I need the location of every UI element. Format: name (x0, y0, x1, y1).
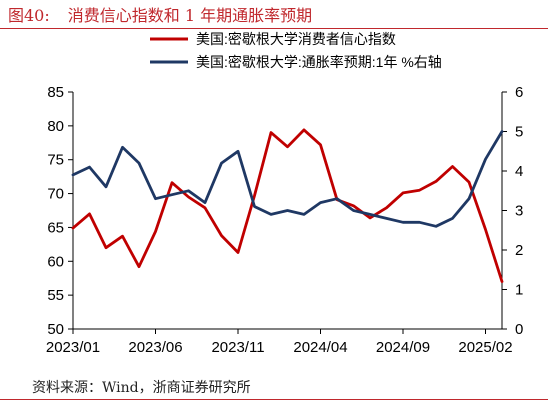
left-tick-label: 50 (47, 321, 64, 338)
left-tick-label: 55 (47, 287, 64, 304)
right-tick-label: 3 (515, 203, 523, 220)
x-tick-label: 2023/06 (128, 339, 182, 356)
left-tick-label: 65 (47, 219, 64, 236)
figure-number: 图40: (8, 6, 50, 25)
left-tick-label: 75 (47, 152, 64, 169)
left-tick-label: 60 (47, 253, 64, 270)
right-tick-label: 5 (515, 124, 523, 141)
x-tick-label: 2025/02 (458, 339, 512, 356)
left-tick-label: 70 (47, 186, 64, 203)
x-tick-label: 2024/04 (293, 339, 347, 356)
title-rule (0, 28, 548, 29)
bottom-rule (0, 399, 548, 400)
legend-label: 美国:密歇根大学消费者信心指数 (196, 31, 396, 47)
right-tick-label: 6 (515, 84, 523, 101)
legend-label: 美国:密歇根大学:通胀率预期:1年 %右轴 (196, 54, 442, 70)
sentiment-index-line (71, 128, 504, 284)
axes: 50 55 60 65 70 75 80 85 0 1 2 3 4 5 6 2023/01 2023/06 202… (46, 84, 523, 356)
figure-title-text: 消费信心指数和 1 年期通胀率预期 (67, 6, 313, 25)
left-tick-label: 80 (47, 118, 64, 135)
series-layer (71, 128, 504, 284)
inflation-expectation-line (71, 130, 504, 228)
x-tick-label: 2023/01 (46, 339, 100, 356)
right-tick-label: 4 (515, 163, 523, 180)
right-tick-label: 1 (515, 282, 523, 299)
left-tick-label: 85 (47, 84, 64, 101)
right-tick-label: 0 (515, 321, 523, 338)
x-tick-label: 2024/09 (376, 339, 430, 356)
right-tick-label: 2 (515, 242, 523, 259)
figure-title: 图40: 消费信心指数和 1 年期通胀率预期 (8, 2, 312, 26)
x-tick-label: 2023/11 (211, 339, 264, 356)
source-note: 资料来源：Wind，浙商证券研究所 (32, 380, 251, 396)
